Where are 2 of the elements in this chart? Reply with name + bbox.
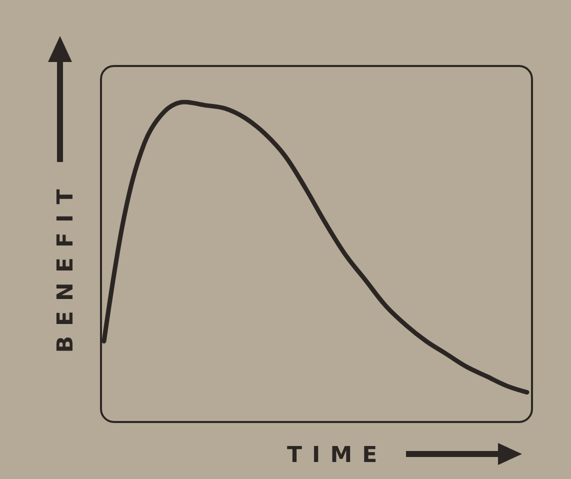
y-axis-title: BENEFIT — [53, 179, 78, 353]
x-axis-title: TIME — [287, 443, 388, 468]
